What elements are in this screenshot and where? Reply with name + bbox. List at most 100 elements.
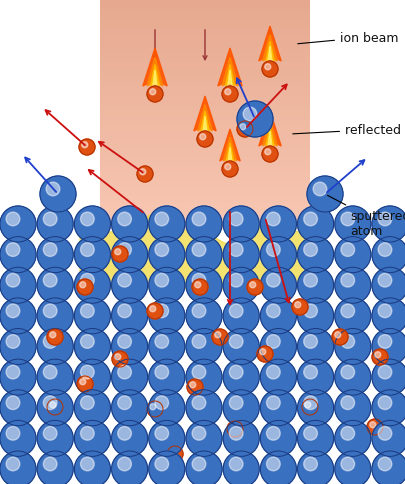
Circle shape xyxy=(43,212,57,227)
Circle shape xyxy=(75,268,111,303)
Circle shape xyxy=(192,426,206,440)
Circle shape xyxy=(298,268,334,303)
Circle shape xyxy=(149,298,185,334)
Circle shape xyxy=(112,268,147,303)
Circle shape xyxy=(378,335,392,348)
Circle shape xyxy=(186,390,222,426)
Polygon shape xyxy=(218,49,242,87)
Circle shape xyxy=(304,274,318,287)
Circle shape xyxy=(305,402,311,408)
Circle shape xyxy=(6,365,20,379)
Circle shape xyxy=(341,457,355,471)
Bar xyxy=(100,206,310,210)
Circle shape xyxy=(0,329,36,365)
Circle shape xyxy=(378,457,392,471)
Circle shape xyxy=(75,329,111,365)
Circle shape xyxy=(112,237,147,273)
Circle shape xyxy=(265,64,271,71)
Circle shape xyxy=(378,212,392,227)
Circle shape xyxy=(298,329,334,365)
Polygon shape xyxy=(268,132,272,147)
Circle shape xyxy=(112,451,147,484)
Polygon shape xyxy=(198,106,212,132)
Bar xyxy=(100,94,310,98)
Polygon shape xyxy=(201,112,209,132)
Circle shape xyxy=(266,365,280,379)
Circle shape xyxy=(43,243,57,257)
Circle shape xyxy=(186,421,222,456)
Circle shape xyxy=(0,421,36,456)
Circle shape xyxy=(223,360,259,395)
Circle shape xyxy=(37,390,73,426)
Circle shape xyxy=(372,207,405,242)
Circle shape xyxy=(6,426,20,440)
Circle shape xyxy=(75,237,111,273)
Bar xyxy=(100,17,310,20)
Circle shape xyxy=(75,207,111,242)
Circle shape xyxy=(335,421,371,456)
Circle shape xyxy=(192,365,206,379)
Circle shape xyxy=(304,457,318,471)
Circle shape xyxy=(186,268,222,303)
Circle shape xyxy=(341,426,355,440)
Bar xyxy=(100,200,310,204)
Bar xyxy=(100,100,310,103)
Circle shape xyxy=(298,421,334,456)
Circle shape xyxy=(260,349,266,355)
Bar xyxy=(100,215,310,218)
Circle shape xyxy=(81,243,94,257)
Circle shape xyxy=(266,212,280,227)
Circle shape xyxy=(230,424,236,430)
Circle shape xyxy=(140,169,146,175)
Circle shape xyxy=(192,335,206,348)
Circle shape xyxy=(250,282,256,288)
Circle shape xyxy=(260,329,296,365)
Circle shape xyxy=(112,329,147,365)
Circle shape xyxy=(222,162,238,178)
Circle shape xyxy=(0,207,36,242)
Circle shape xyxy=(378,396,392,409)
Bar xyxy=(100,166,310,169)
Polygon shape xyxy=(150,65,160,87)
Circle shape xyxy=(43,304,57,318)
Circle shape xyxy=(155,396,168,409)
Circle shape xyxy=(167,446,183,462)
Circle shape xyxy=(243,108,257,121)
Polygon shape xyxy=(222,58,238,87)
Circle shape xyxy=(0,268,36,303)
Circle shape xyxy=(229,396,243,409)
Circle shape xyxy=(298,237,334,273)
Circle shape xyxy=(370,422,376,428)
Circle shape xyxy=(341,304,355,318)
Circle shape xyxy=(229,243,243,257)
Polygon shape xyxy=(220,130,240,162)
Circle shape xyxy=(82,142,88,149)
Circle shape xyxy=(118,426,131,440)
Polygon shape xyxy=(223,137,237,162)
Circle shape xyxy=(298,207,334,242)
Circle shape xyxy=(237,122,253,138)
Circle shape xyxy=(149,237,185,273)
Circle shape xyxy=(0,390,36,426)
Circle shape xyxy=(186,329,222,365)
Circle shape xyxy=(80,282,86,288)
Circle shape xyxy=(147,303,163,319)
Bar xyxy=(100,54,310,58)
Circle shape xyxy=(155,243,168,257)
Circle shape xyxy=(6,396,20,409)
Bar xyxy=(100,169,310,172)
Circle shape xyxy=(112,421,147,456)
Bar xyxy=(100,203,310,207)
Circle shape xyxy=(149,451,185,484)
Bar xyxy=(100,74,310,77)
Circle shape xyxy=(372,390,405,426)
Circle shape xyxy=(372,421,405,456)
Circle shape xyxy=(335,207,371,242)
Circle shape xyxy=(37,329,73,365)
Bar xyxy=(100,140,310,143)
Bar xyxy=(100,189,310,192)
Circle shape xyxy=(298,298,334,334)
Circle shape xyxy=(229,335,243,348)
Circle shape xyxy=(292,300,308,316)
Circle shape xyxy=(147,87,163,103)
